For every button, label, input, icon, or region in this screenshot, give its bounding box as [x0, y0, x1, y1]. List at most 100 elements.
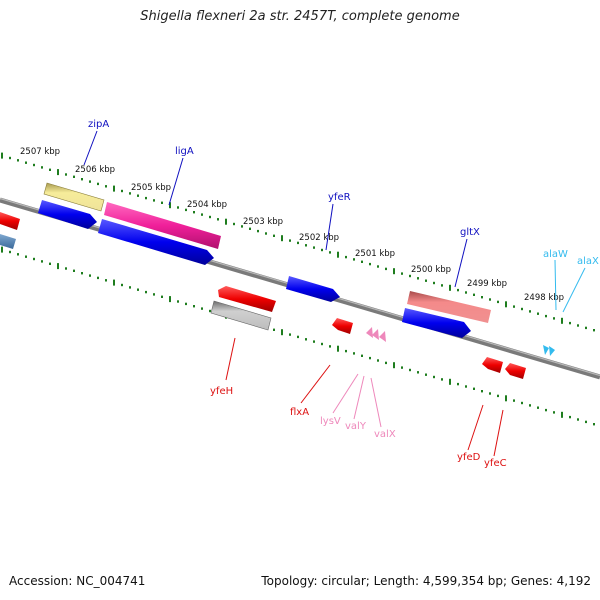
kbp-label: 2505 kbp [131, 183, 171, 193]
minor-tick [33, 163, 35, 167]
minor-tick [321, 248, 323, 252]
minor-tick [17, 159, 19, 162]
kbp-label: 2498 kbp [524, 293, 564, 303]
gene-label-lysV[interactable]: lysV [320, 416, 341, 427]
leader-valX [370, 377, 382, 428]
minor-tick [569, 321, 571, 325]
gene-feature-yfeC[interactable] [505, 363, 526, 379]
gene-feature-alaX[interactable] [549, 346, 555, 356]
gene-label-alaW[interactable]: alaW [543, 249, 568, 260]
forward-features [0, 182, 555, 356]
gene-feature-zipA-homolog[interactable] [43, 182, 105, 212]
minor-tick [9, 250, 11, 254]
minor-tick [297, 241, 299, 245]
major-tick [393, 362, 395, 369]
minor-tick [537, 312, 539, 315]
minor-tick [385, 361, 387, 365]
minor-tick [481, 296, 483, 299]
minor-tick [185, 302, 187, 306]
gene-feature-left-steel[interactable] [0, 234, 16, 249]
minor-tick [585, 420, 587, 424]
gene-feature-gltX-homolog[interactable] [407, 291, 491, 323]
gene-feature-yfeR[interactable] [286, 276, 340, 302]
minor-tick [497, 394, 499, 398]
accession-text: Accession: NC_004741 [9, 574, 146, 588]
minor-tick [545, 408, 547, 412]
gene-feature-alaW[interactable] [543, 345, 549, 355]
major-tick [225, 218, 227, 225]
kbp-label-group: 2507 kbp 2506 kbp 2505 kbp 2504 kbp 2503… [20, 147, 564, 303]
leader-lysV [332, 373, 359, 414]
gene-label-yfeD[interactable]: yfeD [457, 452, 481, 463]
genome-summary: Topology: circular; Length: 4,599,354 bp… [261, 574, 591, 588]
lower-tick-track [1, 246, 595, 426]
minor-tick [177, 300, 179, 303]
minor-tick [145, 196, 147, 200]
minor-tick [145, 290, 147, 294]
gene-feature-valX[interactable] [379, 331, 386, 342]
minor-tick [297, 335, 299, 339]
gene-label-gltX[interactable]: gltX [460, 227, 480, 238]
major-tick [1, 246, 3, 253]
minor-tick [425, 373, 427, 376]
gene-labels: zipA ligA yfeR gltX alaW alaX yfeH flxA … [88, 119, 599, 469]
leader-alaX [562, 267, 586, 313]
major-tick [561, 317, 563, 324]
minor-tick [65, 173, 67, 176]
kbp-label: 2506 kbp [75, 165, 115, 175]
gene-feature-yfeH[interactable] [218, 286, 276, 312]
minor-tick [553, 411, 555, 414]
minor-tick [73, 175, 75, 178]
gene-label-zipA[interactable]: zipA [88, 119, 109, 130]
major-tick [281, 329, 283, 336]
gene-label-yfeR[interactable]: yfeR [328, 192, 351, 203]
gene-feature-zipA[interactable] [38, 200, 97, 229]
minor-tick [249, 227, 251, 230]
minor-tick [137, 288, 139, 291]
minor-tick [161, 295, 163, 298]
minor-tick [177, 206, 179, 209]
leader-alaW [554, 259, 557, 311]
gene-feature-ligA-homolog[interactable] [104, 202, 221, 249]
minor-tick [33, 257, 35, 261]
minor-tick [121, 283, 123, 287]
gene-label-yfeH[interactable]: yfeH [210, 386, 233, 397]
gene-label-alaX[interactable]: alaX [577, 256, 599, 267]
gene-feature-yfeH-homolog[interactable] [210, 300, 272, 331]
minor-tick [121, 189, 123, 193]
minor-tick [137, 194, 139, 197]
minor-tick [457, 382, 459, 386]
gene-label-ligA[interactable]: ligA [175, 146, 194, 157]
leader-gltX [454, 238, 468, 288]
minor-tick [585, 326, 587, 330]
gene-feature-yfeD[interactable] [482, 357, 503, 373]
minor-tick [465, 385, 467, 388]
minor-tick [321, 342, 323, 346]
minor-tick [265, 232, 267, 235]
minor-tick [473, 293, 475, 296]
gene-feature-valY[interactable] [372, 329, 379, 340]
gene-label-flxA[interactable]: flxA [290, 407, 309, 418]
major-tick [449, 284, 451, 291]
minor-tick [417, 277, 419, 280]
minor-tick [49, 262, 51, 265]
gene-feature-gltX[interactable] [402, 308, 471, 338]
gene-feature-flxA[interactable] [332, 318, 353, 334]
gene-label-yfeC[interactable]: yfeC [484, 458, 507, 469]
minor-tick [289, 333, 291, 336]
major-tick [505, 395, 507, 402]
minor-tick [409, 368, 411, 372]
gene-feature-ligA[interactable] [98, 219, 214, 265]
major-tick [337, 345, 339, 352]
minor-tick [105, 185, 107, 188]
gene-label-valY[interactable]: valY [345, 421, 367, 432]
major-tick [57, 169, 59, 176]
minor-tick [305, 338, 307, 341]
minor-tick [17, 253, 19, 256]
minor-tick [569, 415, 571, 419]
gene-feature-lysV[interactable] [366, 327, 373, 338]
minor-tick [89, 274, 91, 277]
gene-feature-left-red[interactable] [0, 212, 20, 230]
gene-label-valX[interactable]: valX [374, 429, 396, 440]
minor-tick [521, 401, 523, 405]
